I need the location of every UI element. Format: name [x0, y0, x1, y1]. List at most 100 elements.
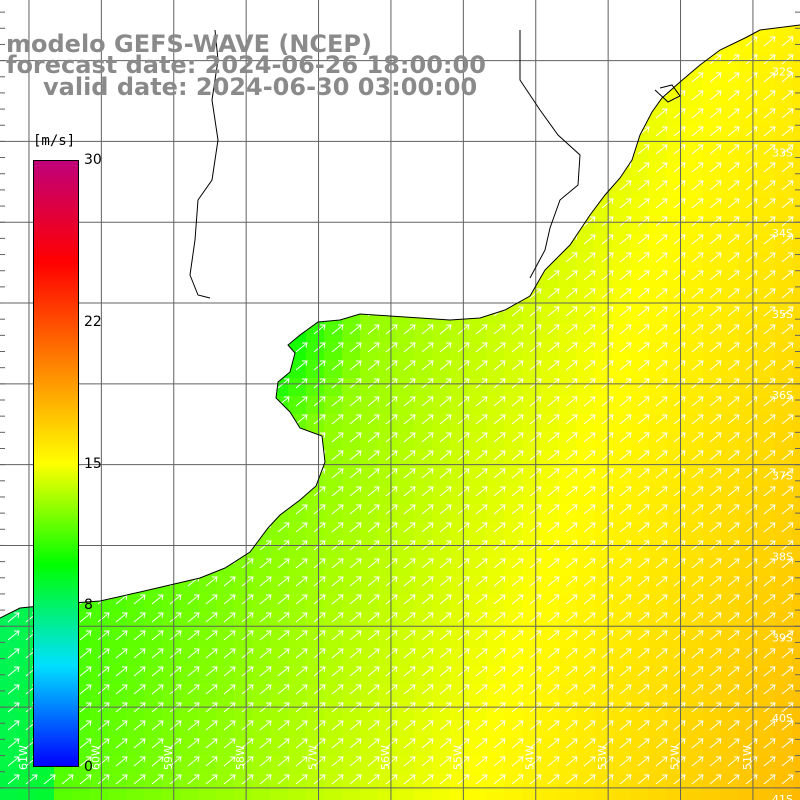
- wind-arrow: [619, 288, 632, 299]
- wind-arrow: [403, 720, 416, 731]
- wind-arrow: [781, 612, 794, 623]
- wind-arrow: [637, 594, 650, 605]
- wind-arrow: [619, 504, 632, 515]
- wind-arrow: [691, 504, 704, 515]
- wind-arrow: [745, 648, 758, 659]
- wind-arrow: [421, 522, 434, 533]
- field-cell: [72, 792, 91, 800]
- field-cell: [306, 792, 325, 800]
- field-cell: [792, 306, 800, 325]
- wind-arrow: [367, 342, 380, 353]
- wind-arrow: [655, 630, 668, 641]
- wind-arrow: [349, 414, 362, 425]
- wind-arrow: [763, 54, 776, 65]
- wind-arrow: [583, 720, 596, 731]
- wind-arrow: [745, 612, 758, 623]
- wind-arrow: [493, 522, 506, 533]
- wind-arrow: [565, 342, 578, 353]
- wind-arrow: [691, 360, 704, 371]
- wind-arrow: [745, 594, 758, 605]
- wind-arrow: [421, 396, 434, 407]
- wind-arrow: [295, 756, 308, 767]
- wind-arrow: [583, 432, 596, 443]
- wind-arrow: [367, 666, 380, 677]
- wind-arrow: [637, 738, 650, 749]
- wind-arrow: [385, 648, 398, 659]
- wind-arrow: [151, 630, 164, 641]
- wind-arrow: [493, 630, 506, 641]
- wind-arrow: [115, 774, 128, 785]
- title-forecast-date: forecast date: 2024-06-26 18:00:00: [6, 51, 486, 79]
- wind-arrow: [637, 270, 650, 281]
- wind-arrow: [709, 486, 722, 497]
- wind-arrow: [691, 468, 704, 479]
- field-cell: [774, 792, 793, 800]
- wind-arrow: [709, 522, 722, 533]
- wind-arrow: [97, 774, 110, 785]
- wind-arrow: [439, 738, 452, 749]
- wind-arrow: [709, 594, 722, 605]
- wind-arrow: [349, 594, 362, 605]
- wind-arrow: [781, 576, 794, 587]
- wind-arrow: [763, 630, 776, 641]
- wind-arrow: [97, 738, 110, 749]
- wind-arrow: [439, 396, 452, 407]
- wind-arrow: [601, 594, 614, 605]
- wind-arrow: [673, 144, 686, 155]
- wind-arrow: [565, 288, 578, 299]
- wind-arrow: [403, 414, 416, 425]
- wind-arrow: [763, 270, 776, 281]
- wind-arrow: [763, 720, 776, 731]
- wind-arrow: [583, 630, 596, 641]
- wind-arrow: [97, 666, 110, 677]
- latitude-label: 32S: [772, 66, 793, 79]
- wind-arrow: [673, 684, 686, 695]
- wind-arrow: [619, 558, 632, 569]
- wind-arrow: [781, 666, 794, 677]
- wind-arrow: [421, 486, 434, 497]
- wind-arrow: [421, 342, 434, 353]
- wind-arrow: [187, 738, 200, 749]
- wind-arrow: [43, 774, 56, 785]
- wind-arrow: [241, 666, 254, 677]
- wind-arrow: [115, 684, 128, 695]
- wind-arrow: [565, 684, 578, 695]
- field-cell: [756, 792, 775, 800]
- wind-arrow: [673, 576, 686, 587]
- wind-arrow: [331, 432, 344, 443]
- wind-arrow: [655, 648, 668, 659]
- wind-arrow: [691, 612, 704, 623]
- wind-arrow: [583, 648, 596, 659]
- wind-arrow: [727, 396, 740, 407]
- wind-arrow: [601, 432, 614, 443]
- wind-arrow: [421, 684, 434, 695]
- wind-arrow: [223, 720, 236, 731]
- wind-arrow: [475, 522, 488, 533]
- wind-arrow: [583, 270, 596, 281]
- wind-arrow: [565, 396, 578, 407]
- field-cell: [792, 468, 800, 487]
- wind-arrow: [313, 522, 326, 533]
- field-cell: [792, 684, 800, 703]
- wind-arrow: [349, 360, 362, 371]
- wind-arrow: [763, 486, 776, 497]
- wind-arrow: [691, 720, 704, 731]
- wind-arrow: [331, 468, 344, 479]
- field-cell: [792, 324, 800, 343]
- wind-arrow: [655, 720, 668, 731]
- latitude-labels: 32S 33S 34S 35S 36S 37S 38S 39S 40S 41S: [772, 66, 793, 800]
- field-cell: [414, 792, 433, 800]
- wind-arrow: [637, 396, 650, 407]
- wind-arrow: [709, 90, 722, 101]
- wind-arrow: [655, 126, 668, 137]
- wind-arrow: [475, 684, 488, 695]
- wind-arrow: [385, 504, 398, 515]
- wind-arrow: [601, 270, 614, 281]
- wind-arrow: [619, 630, 632, 641]
- wind-arrow: [583, 342, 596, 353]
- wind-arrow: [133, 594, 146, 605]
- wind-arrow: [763, 306, 776, 317]
- wind-arrow: [385, 774, 398, 785]
- wind-arrow: [673, 288, 686, 299]
- wind-arrow: [781, 504, 794, 515]
